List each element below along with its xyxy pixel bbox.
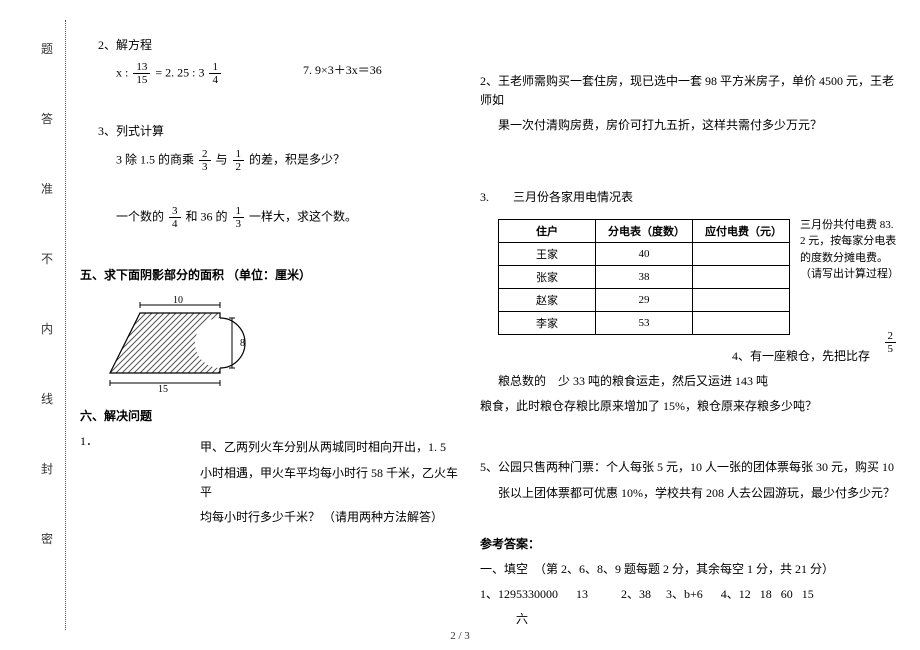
table-header-row: 住户 分电表（度数） 应付电费（元）: [499, 219, 790, 242]
dim-top: 10: [173, 295, 183, 306]
fraction: 1 4: [209, 61, 221, 86]
text: 和 36 的: [186, 209, 231, 223]
cell: [693, 265, 790, 288]
section-6-title: 六、解决问题: [80, 407, 460, 426]
shaded-shape-figure: 10 8 15: [100, 293, 270, 393]
frac-den: 5: [885, 343, 897, 355]
gutter-char: 准: [41, 180, 53, 197]
eq1-pre: x :: [116, 66, 128, 80]
cell: [693, 288, 790, 311]
p1-l1: 甲、乙两列火车分别从两城同时相向开出，1. 5: [200, 438, 460, 457]
fraction: 13 15: [133, 61, 150, 86]
answers-title: 参考答案：: [480, 535, 900, 554]
binding-gutter: 题 答 准 不 内 线 封 密: [35, 20, 66, 630]
dim-right: 8: [240, 338, 245, 349]
p3-title: 3. 三月份各家用电情况表: [480, 188, 900, 207]
p1-num: 1．: [80, 432, 200, 533]
frac-num: 2: [199, 148, 211, 161]
eq2: 7. 9×3＋3x＝36: [303, 61, 382, 86]
cell: 张家: [499, 265, 596, 288]
p4-l1: 粮总数的 少 33 吨的粮食运走，然后又运进 143 吨: [480, 372, 900, 391]
p5-l2: 张以上团体票都可优惠 10%，学校共有 208 人去公园游玩，最少付多少元？: [480, 484, 900, 503]
gutter-char: 不: [41, 250, 53, 267]
cell: [693, 242, 790, 265]
eq1-mid: = 2. 25 : 3: [155, 66, 204, 80]
p5-l1: 5、公园只售两种门票：个人每张 5 元，10 人一张的团体票每张 30 元，购买…: [480, 458, 900, 477]
answers-l1: 一、填空 （第 2、6、8、9 题每题 2 分，其余每空 1 分，共 21 分）: [480, 560, 900, 579]
frac-den: 3: [199, 161, 211, 173]
gutter-char: 答: [41, 110, 53, 127]
gutter-char: 线: [41, 390, 53, 407]
right-column: 2、王老师需购买一套住房，现已选中一套 98 平方米房子，单价 4500 元，王…: [480, 30, 900, 620]
table-row: 张家 38: [499, 265, 790, 288]
eq1: x : 13 15 = 2. 25 : 3 1 4: [116, 61, 223, 86]
text: 与: [216, 152, 228, 166]
frac-den: 3: [233, 218, 245, 230]
frac-den: 2: [233, 161, 245, 173]
table-row: 赵家 29: [499, 288, 790, 311]
p1-l2: 小时相遇，甲火车平均每小时行 58 千米，乙火车平: [200, 464, 460, 502]
left-column: 2、解方程 x : 13 15 = 2. 25 : 3 1 4 7. 9×3＋3…: [80, 30, 460, 620]
answers-l3: 六: [480, 610, 900, 629]
cell: [693, 311, 790, 334]
p4-lead: 4、有一座粮仓，先把比存: [480, 347, 900, 366]
col-0: 住户: [499, 219, 596, 242]
frac-num: 1: [233, 205, 245, 218]
cell: 53: [596, 311, 693, 334]
q3-line1: 3 除 1.5 的商乘 2 3 与 1 2 的差，积是多少？: [80, 148, 460, 173]
p3-block: 住户 分电表（度数） 应付电费（元） 王家 40 张家 38 赵家 29: [480, 213, 900, 341]
q3-line2: 一个数的 3 4 和 36 的 1 3 一样大，求这个数。: [80, 205, 460, 230]
frac-num: 3: [169, 205, 181, 218]
col-1: 分电表（度数）: [596, 219, 693, 242]
page: 题 答 准 不 内 线 封 密 2、解方程 x : 13 15 = 2. 25 …: [0, 0, 920, 650]
fraction: 1 3: [233, 205, 245, 230]
frac-num: 2: [885, 330, 897, 343]
q2-equations: x : 13 15 = 2. 25 : 3 1 4 7. 9×3＋3x＝36: [80, 61, 460, 86]
gutter-char: 题: [41, 40, 53, 57]
q3-label: 3、列式计算: [80, 122, 460, 141]
text: 一个数的: [116, 209, 164, 223]
cell: 赵家: [499, 288, 596, 311]
electricity-table: 住户 分电表（度数） 应付电费（元） 王家 40 张家 38 赵家 29: [498, 219, 790, 335]
cell: 李家: [499, 311, 596, 334]
table-row: 李家 53: [499, 311, 790, 334]
col-2: 应付电费（元）: [693, 219, 790, 242]
p3-sidenote: 三月份共付电费 83. 2 元，按每家分电表的度数分摊电费。（请写出计算过程）: [800, 213, 900, 283]
cell: 40: [596, 242, 693, 265]
frac-den: 4: [169, 218, 181, 230]
p2-l2: 果一次付清购房费，房价可打九五折，这样共需付多少万元？: [480, 116, 900, 135]
page-footer: 2 / 3: [0, 630, 920, 642]
q2-label: 2、解方程: [80, 36, 460, 55]
gutter-char: 内: [41, 320, 53, 337]
cell: 王家: [499, 242, 596, 265]
frac-num: 1: [209, 61, 221, 74]
p2-l1: 2、王老师需购买一套住房，现已选中一套 98 平方米房子，单价 4500 元，王…: [480, 72, 900, 110]
p4-l2: 粮食，此时粮仓存粮比原来增加了 15%，粮仓原来存粮多少吨？: [480, 397, 900, 416]
text: 3 除 1.5 的商乘: [116, 152, 194, 166]
frac-num: 1: [233, 148, 245, 161]
table-row: 王家 40: [499, 242, 790, 265]
gutter-char: 密: [41, 530, 53, 547]
text: 的差，积是多少？: [249, 152, 345, 166]
cell: 29: [596, 288, 693, 311]
text: 一样大，求这个数。: [249, 209, 357, 223]
frac-num: 13: [133, 61, 150, 74]
frac-den: 15: [133, 74, 150, 86]
fraction: 3 4: [169, 205, 181, 230]
section-5-title: 五、求下面阴影部分的面积 （单位：厘米）: [80, 266, 460, 285]
fraction-2-5: 2 5: [885, 330, 897, 355]
dim-bottom: 15: [158, 384, 168, 393]
frac-den: 4: [209, 74, 221, 86]
fraction: 1 2: [233, 148, 245, 173]
problem-1: 1． 甲、乙两列火车分别从两城同时相向开出，1. 5 小时相遇，甲火车平均每小时…: [80, 432, 460, 533]
cell: 38: [596, 265, 693, 288]
p1-l3: 均每小时行多少千米？ （请用两种方法解答）: [200, 508, 460, 527]
gutter-char: 封: [41, 460, 53, 477]
answers-l2: 1、1295330000 13 2、38 3、b+6 4、12 18 60 15: [480, 585, 900, 604]
fraction: 2 3: [199, 148, 211, 173]
